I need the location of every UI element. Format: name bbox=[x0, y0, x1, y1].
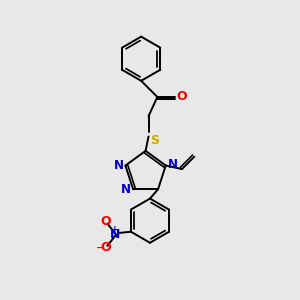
Text: +: + bbox=[111, 225, 119, 234]
Text: S: S bbox=[150, 134, 159, 147]
Text: N: N bbox=[122, 183, 131, 196]
Text: O: O bbox=[101, 215, 112, 228]
Text: N: N bbox=[110, 228, 120, 241]
Text: O: O bbox=[101, 241, 112, 254]
Text: −: − bbox=[96, 243, 106, 253]
Text: O: O bbox=[176, 91, 187, 103]
Text: N: N bbox=[114, 159, 124, 172]
Text: N: N bbox=[167, 158, 178, 171]
